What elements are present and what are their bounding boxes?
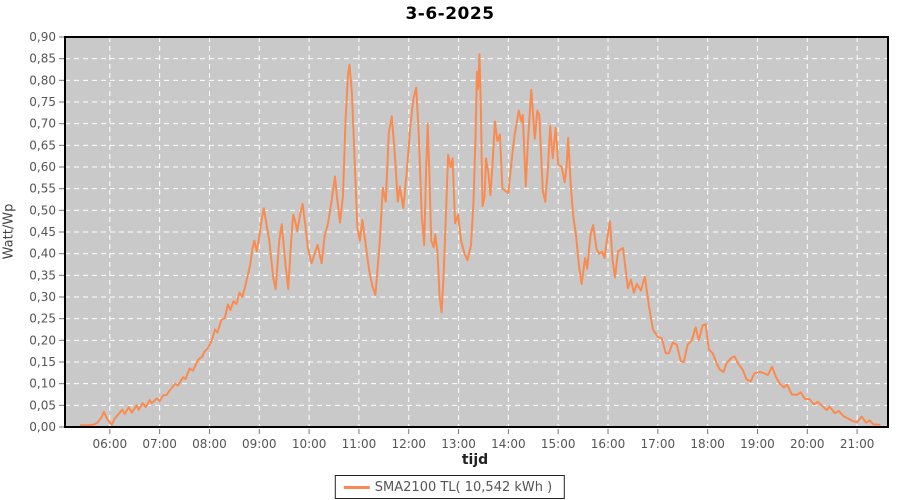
x-tick-label: 14:00 — [491, 437, 526, 451]
x-axis-title: tijd — [461, 452, 489, 468]
x-tick-label: 17:00 — [641, 437, 676, 451]
plot-border — [64, 36, 889, 428]
legend: SMA2100 TL( 10,542 kWh ) — [334, 475, 566, 499]
y-tick-label: 0,80 — [29, 73, 56, 87]
x-tick-label: 18:00 — [690, 437, 725, 451]
y-tick-label: 0,45 — [29, 225, 56, 239]
x-tick-label: 07:00 — [142, 437, 177, 451]
y-tick-label: 0,15 — [29, 355, 56, 369]
y-tick-label: 0,55 — [29, 182, 56, 196]
x-tick-label: 08:00 — [192, 437, 227, 451]
x-tick-label: 21:00 — [840, 437, 875, 451]
y-tick-label: 0,65 — [29, 138, 56, 152]
chart-title: 3-6-2025 — [405, 4, 495, 24]
y-tick-label: 0,05 — [29, 398, 56, 412]
y-tick-label: 0,90 — [29, 30, 56, 44]
y-tick-label: 0,00 — [29, 420, 56, 434]
x-tick-label: 06:00 — [93, 437, 128, 451]
x-tick-label: 09:00 — [242, 437, 277, 451]
x-tick-label: 16:00 — [591, 437, 626, 451]
x-tick-label: 13:00 — [441, 437, 476, 451]
legend-line-swatch — [343, 485, 370, 489]
x-tick-label: 20:00 — [790, 437, 825, 451]
y-tick-label: 0,20 — [29, 333, 56, 347]
x-tick-label: 12:00 — [391, 437, 426, 451]
y-tick-label: 0,50 — [29, 203, 56, 217]
y-tick-label: 0,40 — [29, 247, 56, 261]
data-line — [79, 53, 881, 427]
y-tick-label: 0,60 — [29, 160, 56, 174]
legend-label: SMA2100 TL( 10,542 kWh ) — [374, 479, 553, 495]
y-tick-label: 0,35 — [29, 268, 56, 282]
x-tick-label: 19:00 — [740, 437, 775, 451]
x-tick-label: 11:00 — [342, 437, 377, 451]
y-tick-label: 0,70 — [29, 117, 56, 131]
x-tick-label: 10:00 — [292, 437, 327, 451]
y-tick-label: 0,30 — [29, 290, 56, 304]
y-tick-label: 0,10 — [29, 377, 56, 391]
y-tick-label: 0,85 — [29, 52, 56, 66]
x-tick-label: 15:00 — [541, 437, 576, 451]
y-tick-label: 0,25 — [29, 312, 56, 326]
y-tick-label: 0,75 — [29, 95, 56, 109]
